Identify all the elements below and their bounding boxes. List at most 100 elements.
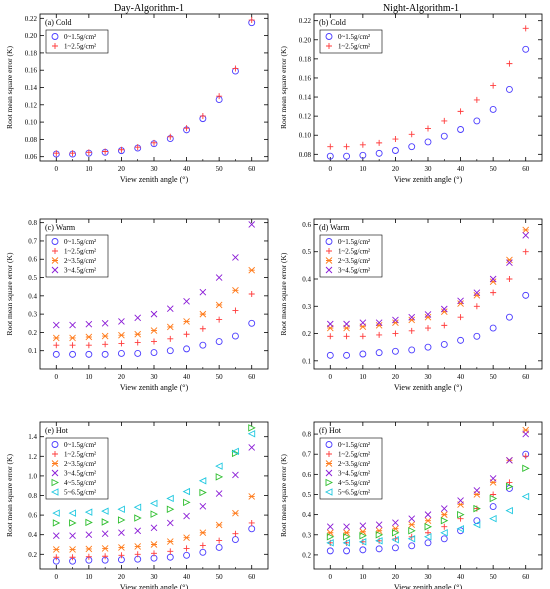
data-point: [473, 504, 481, 513]
series-1: [53, 291, 255, 349]
legend-marker: [325, 478, 334, 487]
data-point: [375, 349, 383, 357]
data-point: [521, 492, 530, 501]
data-point: [343, 143, 350, 150]
data-point: [424, 313, 432, 321]
data-point: [215, 473, 224, 481]
panel-f: 0 10 20 30 40 50 60 0.2 0.3 0.4 0.5 0.6 0.7 0.8 View z…: [279, 421, 543, 589]
y-axis-label: Root mean square error (K): [279, 252, 288, 335]
data-point: [473, 289, 481, 296]
y-tick-label: 0.08: [299, 151, 312, 159]
y-tick-label: 1.4: [28, 433, 37, 441]
x-tick-label: 40: [457, 573, 465, 581]
legend-marker: [326, 451, 332, 457]
legend-box: [45, 437, 109, 500]
data-point: [457, 108, 464, 115]
panel-e: 0 10 20 30 40 50 60 0.2 0.4 0.6 0.8 1.0 1.2 1.4 View z…: [5, 421, 269, 589]
legend-label: 2~3.5g/cm²: [64, 257, 96, 265]
data-point: [183, 125, 190, 132]
series-0: [326, 45, 530, 160]
y-tick-label: 0.6: [302, 221, 311, 229]
data-point: [342, 539, 351, 547]
panel-label: (f) Hot: [319, 426, 342, 435]
panel-label: (b) Cold: [319, 18, 346, 27]
data-point: [133, 503, 142, 511]
data-point: [101, 545, 109, 552]
data-point: [359, 141, 366, 148]
y-axis-label: Root mean square error (K): [5, 46, 14, 129]
y-tick-label: 0.5: [302, 248, 311, 256]
data-point: [408, 346, 416, 354]
data-point: [424, 539, 432, 547]
data-point: [53, 554, 60, 561]
data-point: [456, 524, 465, 533]
data-point: [358, 538, 367, 546]
data-point: [359, 522, 367, 530]
y-axis-label: Root mean square error (K): [5, 252, 14, 335]
data-point: [232, 509, 239, 517]
data-point: [215, 462, 223, 470]
data-point: [216, 93, 223, 100]
y-axis-label: Root mean square error (K): [279, 46, 288, 129]
data-point: [101, 518, 110, 526]
x-tick-label: 10: [85, 165, 93, 173]
data-point: [215, 490, 223, 497]
data-point: [150, 310, 158, 318]
data-point: [166, 347, 174, 355]
y-tick-label: 0.7: [302, 451, 311, 459]
x-axis-label: View zenith angle (°): [120, 383, 189, 392]
data-point: [167, 548, 174, 555]
data-point: [134, 543, 142, 550]
data-point: [408, 542, 416, 550]
data-point: [473, 117, 481, 125]
x-tick-label: 0: [329, 373, 333, 381]
x-tick-label: 10: [85, 573, 93, 581]
data-point: [166, 494, 174, 503]
data-point: [391, 536, 399, 544]
data-point: [199, 113, 206, 120]
data-point: [522, 291, 530, 299]
legend-marker: [325, 33, 333, 40]
data-point: [52, 519, 61, 527]
legend-label: 0~1.5g/cm²: [64, 441, 96, 449]
data-point: [473, 303, 480, 310]
x-tick-label: 50: [490, 165, 498, 173]
y-tick-label: 0.20: [25, 32, 38, 40]
y-tick-label: 0.2: [302, 551, 311, 559]
x-tick-label: 40: [457, 165, 465, 173]
data-point: [391, 544, 399, 552]
data-point: [408, 327, 415, 334]
y-tick-label: 1.2: [28, 453, 37, 461]
legend-label: 4~5.5g/cm²: [64, 479, 96, 487]
legend-box: [319, 437, 383, 500]
data-point: [506, 456, 513, 464]
data-point: [118, 529, 125, 537]
legend-marker: [52, 451, 58, 457]
data-point: [102, 341, 109, 348]
data-point: [232, 65, 239, 72]
data-point: [505, 85, 513, 93]
data-point: [375, 545, 383, 553]
data-point: [473, 292, 481, 299]
legend-marker: [52, 43, 58, 49]
legend-label: 1~2.5g/cm²: [338, 43, 370, 51]
data-point: [150, 510, 159, 518]
data-point: [375, 531, 384, 539]
legend-box: [319, 29, 383, 54]
legend-label: 1~2.5g/cm²: [64, 248, 96, 256]
x-tick-label: 20: [118, 373, 126, 381]
data-point: [134, 144, 141, 151]
data-point: [522, 232, 530, 239]
x-axis-label: View zenith angle (°): [120, 583, 189, 589]
legend-marker: [325, 460, 333, 467]
data-point: [101, 507, 109, 515]
data-point: [52, 350, 60, 358]
header-left-title: Day-Algorithm-1: [114, 3, 184, 14]
y-tick-label: 0.6: [28, 512, 37, 520]
data-point: [424, 517, 432, 524]
data-point: [359, 333, 366, 340]
data-point: [134, 350, 142, 357]
data-point: [326, 539, 334, 547]
